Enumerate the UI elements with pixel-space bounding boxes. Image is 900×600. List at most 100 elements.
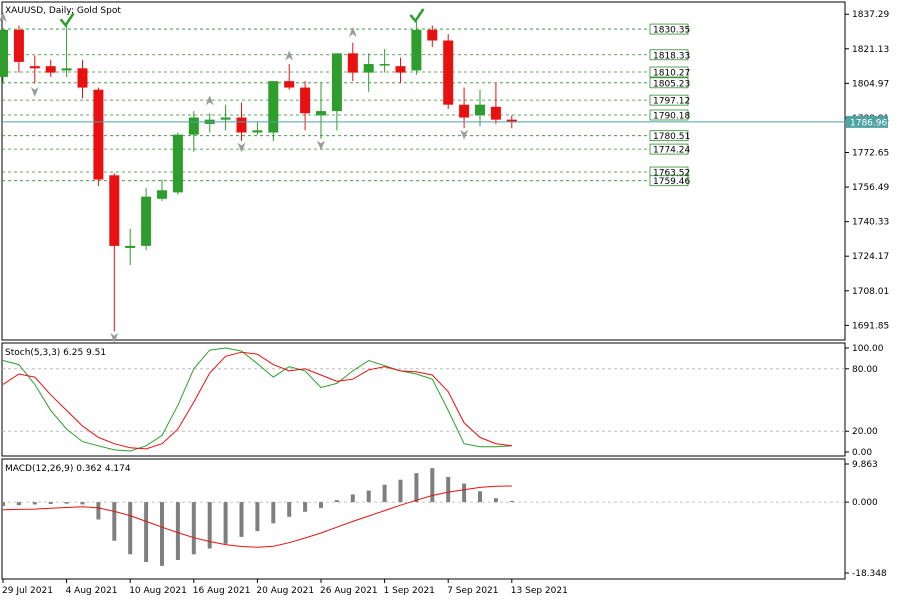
stoch-tick-label: 80.00 — [852, 365, 878, 375]
level-label: 1818.33 — [653, 51, 690, 61]
macd-histogram-bar — [255, 502, 260, 532]
macd-histogram-bar — [144, 502, 149, 562]
stoch-signal-line — [2, 351, 512, 450]
macd-histogram-bar — [223, 502, 228, 544]
price-tick-label: 1756.49 — [852, 183, 889, 193]
level-label-box — [649, 175, 689, 187]
macd-histogram-bar — [287, 502, 292, 517]
macd-histogram-bar — [382, 484, 387, 503]
macd-histogram-bar — [96, 502, 101, 520]
candle-body — [268, 81, 279, 133]
price-tick-label: 1724.17 — [852, 252, 889, 262]
macd-histogram-bar — [493, 498, 498, 503]
up-arrow-icon — [285, 50, 294, 61]
candle-body — [363, 64, 374, 73]
macd-histogram-bar — [334, 500, 339, 503]
level-label-box — [649, 143, 689, 155]
macd-histogram-bar — [239, 502, 244, 537]
chart-title: XAUUSD, Daily: Gold Spot — [5, 6, 121, 16]
macd-histogram-bar — [64, 502, 69, 504]
stoch-label: Stoch(5,3,3) 6.25 9.51 — [5, 348, 106, 358]
stoch-tick-label: 100.00 — [852, 344, 884, 354]
candle-body — [475, 104, 485, 116]
down-arrow-icon — [460, 129, 469, 140]
candle-body — [395, 66, 406, 73]
date-tick-label: 29 Jul 2021 — [2, 586, 53, 596]
price-tick-label: 1708.01 — [852, 287, 889, 297]
candle-body — [379, 64, 390, 66]
macd-histogram-bar — [48, 502, 53, 505]
macd-label: MACD(12,26,9) 0.362 4.174 — [5, 464, 131, 474]
level-label: 1780.51 — [653, 132, 690, 142]
price-tick-label: 1772.65 — [852, 148, 889, 158]
macd-histogram-bar — [509, 500, 514, 503]
stoch-panel-frame — [1, 342, 846, 457]
macd-histogram-bar — [175, 502, 180, 561]
macd-histogram-bar — [207, 502, 212, 549]
current-price-badge — [846, 115, 888, 128]
up-arrow-icon — [0, 11, 7, 22]
stochastic-layer: 100.00 80.00 20.00 0.00 — [2, 344, 884, 458]
macd-histogram-bar — [80, 502, 85, 505]
price-tick-label: 1691.85 — [852, 321, 889, 331]
macd-tick-label: -18.348 — [852, 569, 887, 579]
macd-signal-line — [2, 485, 512, 548]
date-tick-label: 26 Aug 2021 — [320, 586, 378, 596]
macd-histogram-bar — [350, 494, 355, 503]
level-label: 1810.27 — [653, 69, 690, 79]
level-label: 1774.24 — [653, 146, 690, 156]
candle-body — [284, 81, 295, 88]
macd-histogram-bar — [398, 479, 403, 503]
macd-tick-label: 9.863 — [852, 460, 878, 470]
level-label: 1805.23 — [653, 79, 690, 89]
signal-markers — [0, 8, 469, 343]
candle-body — [506, 119, 517, 122]
level-label-box — [649, 130, 689, 142]
candles-layer[interactable] — [0, 21, 517, 332]
candle-body — [236, 117, 247, 133]
macd-histogram-bar — [16, 502, 21, 506]
candle-body — [0, 29, 8, 77]
date-tick-label: 7 Sep 2021 — [447, 586, 498, 596]
date-tick-label: 20 Aug 2021 — [256, 586, 314, 596]
macd-histogram-bar — [366, 490, 371, 503]
macd-layer: 9.863 0.000 -18.348 — [1, 460, 887, 579]
macd-histogram-bar — [271, 502, 276, 524]
candle-body — [427, 29, 438, 41]
current-price-label: 1786.96 — [850, 118, 887, 128]
candle-body — [300, 87, 311, 114]
candle-body — [316, 111, 326, 116]
date-tick-label: 10 Aug 2021 — [129, 586, 187, 596]
level-label-box — [649, 49, 689, 61]
candle-body — [45, 66, 56, 73]
macd-histogram-bar — [32, 502, 37, 505]
candle-body — [157, 190, 167, 199]
candle-body — [220, 117, 231, 120]
level-label-box — [649, 109, 689, 121]
level-label: 1759.46 — [653, 177, 690, 187]
candle-body — [13, 29, 24, 62]
level-label: 1797.12 — [653, 97, 690, 107]
macd-histogram-bar — [128, 502, 133, 555]
candle-body — [347, 53, 358, 73]
stoch-tick-label: 20.00 — [852, 427, 878, 437]
price-tick-label: 1837.29 — [852, 10, 889, 20]
macd-histogram-bar — [446, 476, 451, 503]
candle-body — [490, 106, 501, 120]
up-arrow-icon — [348, 26, 357, 37]
macd-panel-frame — [1, 458, 846, 580]
candle-body — [459, 104, 470, 118]
stoch-main-line — [2, 347, 512, 452]
up-arrow-icon — [205, 95, 214, 106]
candle-body — [411, 29, 422, 71]
candle-body — [77, 68, 88, 88]
axis-labels: 1837.291821.131804.971788.811772.651756.… — [2, 10, 889, 596]
date-tick-label: 16 Aug 2021 — [193, 586, 251, 596]
down-arrow-icon — [110, 332, 119, 343]
candle-body — [443, 40, 454, 105]
macd-histogram-bar — [112, 502, 117, 541]
check-mark-icon — [59, 12, 75, 28]
candle-body — [29, 66, 40, 69]
